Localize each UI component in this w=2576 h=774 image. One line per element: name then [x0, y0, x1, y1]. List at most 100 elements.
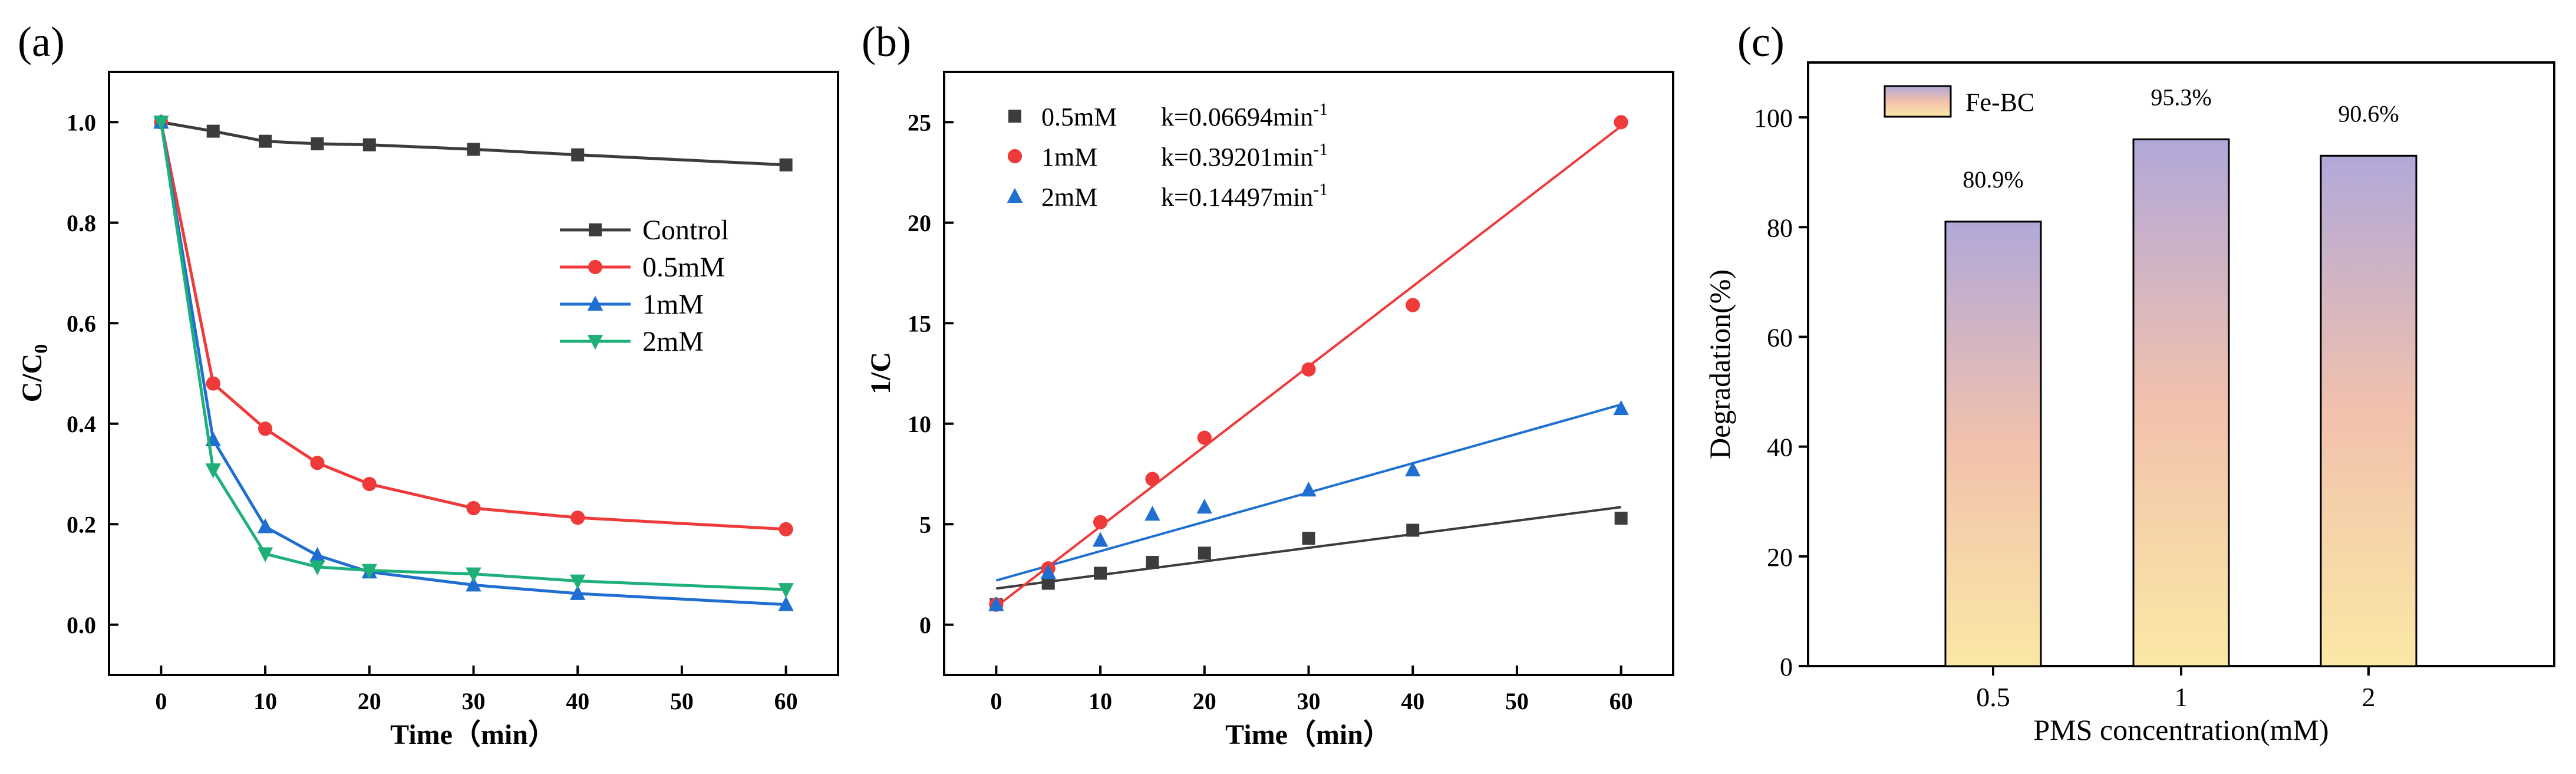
- b-xtick-label: 20: [1193, 688, 1216, 714]
- a-legend-label: 1mM: [642, 289, 704, 320]
- a-data-point: [206, 124, 220, 138]
- a-data-point: [309, 546, 325, 562]
- b-data-point: [1301, 481, 1317, 497]
- a-data-point: [778, 583, 794, 598]
- a-series-line: [159, 121, 786, 607]
- c-bar-value-label: 95.3%: [2150, 84, 2211, 110]
- a-series-line: [160, 120, 786, 167]
- panel-b-ylabel: 1/C: [865, 352, 896, 394]
- a-data-point: [206, 376, 220, 391]
- b-data-point: [1406, 523, 1420, 537]
- a-data-point: [153, 116, 169, 131]
- panel-c-xlabel: PMS concentration(mM): [2033, 713, 2328, 746]
- c-legend-swatch: [1884, 85, 1952, 118]
- a-ytick-label: 0.2: [67, 511, 96, 538]
- b-ytick-label: 10: [908, 411, 931, 437]
- b-legend-label: 2mM: [1041, 183, 1097, 212]
- b-data-point: [1041, 577, 1055, 590]
- b-data-point: [1614, 512, 1628, 525]
- b-data-point: [1146, 556, 1159, 569]
- a-data-point: [205, 463, 221, 479]
- c-bar: [2132, 138, 2230, 667]
- b-legend-k: k=0.06694min-1: [1161, 100, 1328, 131]
- a-data-point: [362, 138, 376, 151]
- b-legend-k: k=0.14497min-1: [1161, 180, 1328, 212]
- a-legend-label: Control: [642, 215, 729, 246]
- b-ytick-label: 25: [908, 109, 931, 136]
- a-xtick-label: 10: [253, 688, 277, 714]
- b-data-point: [1613, 400, 1629, 416]
- b-data-point: [1094, 566, 1107, 580]
- a-data-point: [310, 456, 325, 470]
- b-xtick-label: 0: [990, 688, 1002, 714]
- b-data-point: [1040, 564, 1056, 579]
- b-ytick-label: 20: [908, 210, 931, 236]
- a-data-point: [257, 518, 273, 533]
- b-xtick-label: 40: [1401, 688, 1424, 714]
- b-data-point: [1093, 515, 1108, 529]
- a-xtick-label: 40: [566, 688, 589, 714]
- b-legend-marker: [1008, 110, 1021, 123]
- c-xtick-label: 0.5: [1976, 682, 2010, 712]
- a-ytick-label: 0.0: [67, 612, 96, 638]
- panel-label-a: (a): [18, 18, 65, 65]
- panel-a-xlabel: Time（min）: [390, 719, 556, 750]
- a-xtick-label: 60: [774, 688, 798, 714]
- b-data-point: [1406, 298, 1420, 312]
- a-data-point: [361, 564, 377, 579]
- b-xtick-label: 10: [1089, 688, 1112, 714]
- panel-b-xlabel: Time（min）: [1225, 719, 1391, 750]
- a-ytick-label: 0.4: [67, 411, 96, 437]
- b-data-point: [1614, 115, 1628, 130]
- a-data-point: [258, 421, 273, 436]
- b-data-point: [1144, 505, 1160, 521]
- a-data-point: [570, 585, 586, 600]
- b-ytick-label: 5: [919, 511, 931, 538]
- c-ytick-label: 20: [1767, 543, 1793, 572]
- a-series-line: [159, 121, 786, 531]
- b-data-point: [1092, 532, 1109, 547]
- a-data-point: [311, 137, 324, 150]
- b-data-point: [1405, 461, 1421, 477]
- a-data-point: [259, 134, 272, 148]
- c-xtick-label: 2: [2362, 682, 2376, 712]
- c-ytick-label: 40: [1767, 433, 1793, 462]
- panel-label-b: (b): [862, 18, 911, 65]
- b-fit-line: [996, 506, 1621, 590]
- a-data-point: [362, 476, 377, 492]
- a-data-point: [466, 577, 481, 592]
- b-data-point: [1301, 362, 1316, 377]
- panel-b-chart: 0 10 20 30 40 50 60 0 5 10 15 20 25 0.5mM k=0.06694mi…: [865, 71, 1674, 750]
- panel-c-ylabel: Degradation(%): [1703, 269, 1736, 459]
- b-data-point: [1196, 498, 1212, 514]
- a-legend-marker: [587, 295, 603, 311]
- panel-label-c: (c): [1737, 18, 1785, 65]
- a-ytick-label: 0.8: [67, 210, 96, 236]
- panel-a-chart: 0 10 20 30 40 50 60 0.0 0.2 0.4 0.6 0.8 1.0 Control 0…: [17, 71, 839, 750]
- a-data-point: [779, 522, 793, 536]
- b-data-point: [1197, 430, 1212, 445]
- c-bar: [2320, 154, 2417, 667]
- a-data-point: [570, 574, 586, 589]
- a-ytick-label: 1.0: [67, 109, 96, 136]
- a-data-point: [309, 560, 325, 576]
- c-legend-label: Fe-BC: [1965, 88, 2034, 117]
- b-legend-marker: [1007, 187, 1023, 203]
- a-xtick-label: 50: [670, 688, 694, 714]
- c-xtick-label: 1: [2175, 682, 2188, 712]
- b-data-point: [988, 596, 1004, 611]
- a-legend-label: 2mM: [642, 326, 704, 357]
- a-legend-marker: [589, 223, 602, 236]
- a-data-point: [570, 510, 585, 525]
- b-data-point: [1302, 532, 1315, 545]
- c-bar-value-label: 80.9%: [1962, 166, 2023, 193]
- c-ytick-label: 100: [1754, 104, 1793, 133]
- a-data-point: [779, 158, 793, 172]
- a-legend-marker: [588, 259, 603, 275]
- c-bar-value-label: 90.6%: [2338, 100, 2399, 127]
- b-data-point: [1198, 546, 1211, 560]
- c-ytick-label: 80: [1767, 213, 1793, 242]
- a-legend-marker: [587, 335, 603, 350]
